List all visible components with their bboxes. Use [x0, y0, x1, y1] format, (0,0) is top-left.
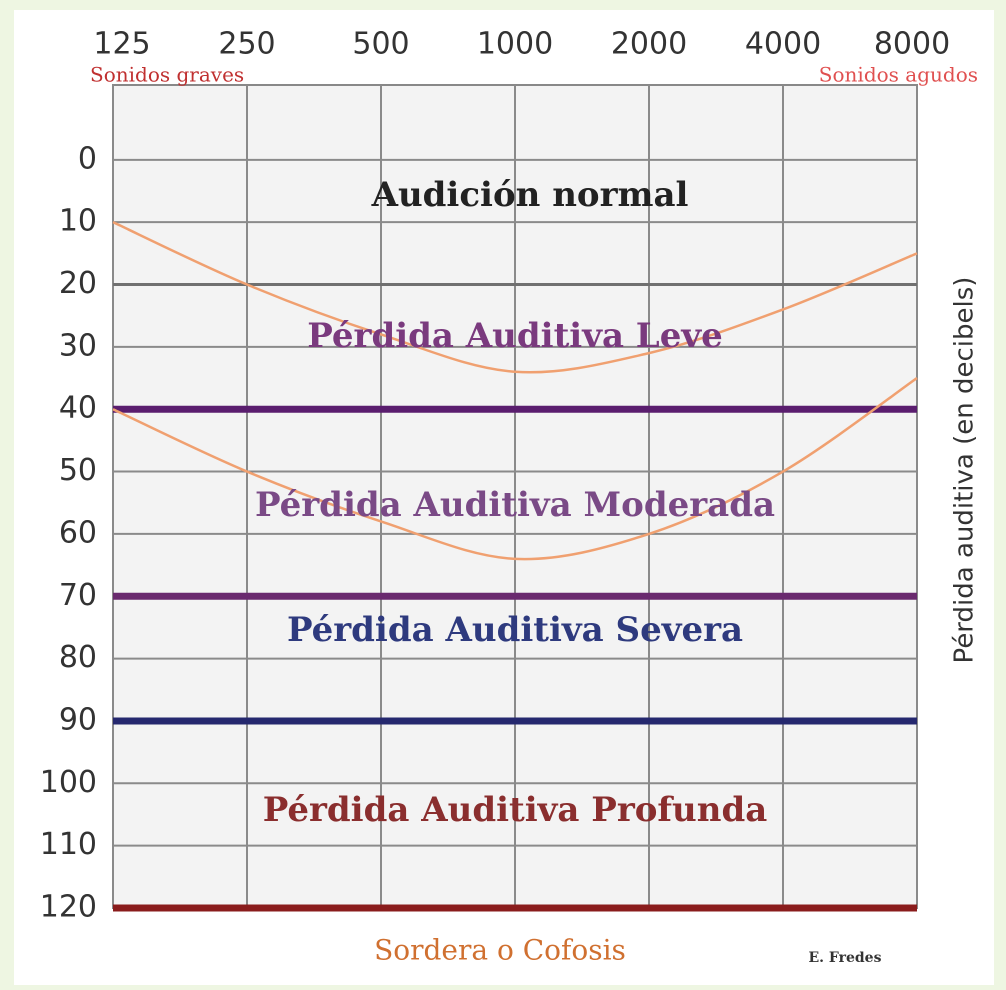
x-tick-label: 1000 — [477, 27, 553, 62]
zone-label: Pérdida Auditiva Moderada — [255, 485, 775, 525]
x-tick-label: 125 — [93, 27, 150, 62]
credit: E. Fredes — [809, 950, 882, 966]
y-tick-label: 40 — [59, 391, 97, 426]
y-tick-label: 30 — [59, 328, 97, 363]
x-left-label: Sonidos graves — [90, 63, 244, 87]
y-tick-label: 90 — [59, 702, 97, 737]
x-tick-label: 8000 — [874, 27, 950, 62]
x-right-label: Sonidos agudos — [819, 63, 978, 87]
zone-label: Audición normal — [371, 175, 689, 215]
x-tick-label: 250 — [218, 27, 275, 62]
y-axis-label: Pérdida auditiva (en decibels) — [950, 277, 980, 664]
zone-label: Pérdida Auditiva Profunda — [263, 790, 768, 830]
y-tick-label: 120 — [40, 890, 97, 925]
y-tick-label: 0 — [78, 141, 97, 176]
y-tick-label: 100 — [40, 765, 97, 800]
y-tick-label: 60 — [59, 515, 97, 550]
y-tick-label: 70 — [59, 578, 97, 613]
zone-label: Pérdida Auditiva Leve — [307, 316, 723, 356]
y-tick-label: 110 — [40, 827, 97, 862]
x-tick-label: 500 — [352, 27, 409, 62]
threshold-curve — [112, 377, 918, 561]
bottom-label: Sordera o Cofosis — [374, 934, 626, 967]
threshold-curve — [112, 221, 918, 374]
y-tick-label: 10 — [59, 204, 97, 239]
y-tick-label: 80 — [59, 640, 97, 675]
y-tick-label: 20 — [59, 266, 97, 301]
x-tick-label: 4000 — [745, 27, 821, 62]
zone-label: Pérdida Auditiva Severa — [287, 610, 743, 650]
y-tick-label: 50 — [59, 453, 97, 488]
x-tick-label: 2000 — [611, 27, 687, 62]
